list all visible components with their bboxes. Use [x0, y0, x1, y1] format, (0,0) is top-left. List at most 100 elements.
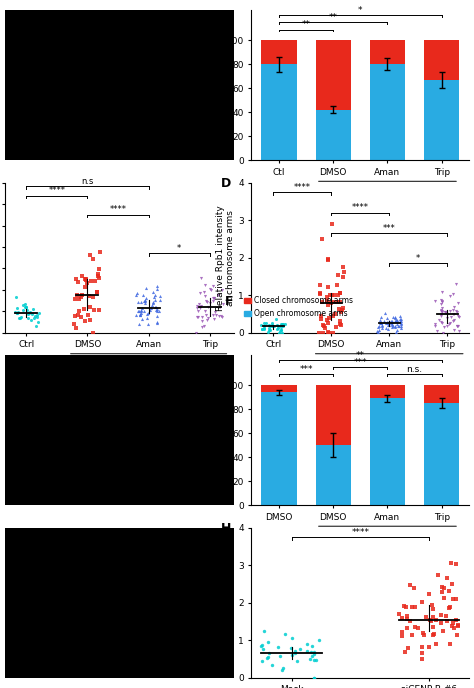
Point: [388, 316, 396, 327]
Point: [21, 301, 29, 312]
Point: [194, 312, 201, 323]
Point: [336, 315, 343, 326]
Point: [215, 310, 223, 321]
Point: [14, 308, 21, 319]
Point: [35, 308, 43, 319]
Point: [321, 322, 329, 333]
Point: [390, 311, 397, 322]
Point: [268, 321, 275, 332]
Point: [96, 246, 103, 257]
Point: [444, 313, 451, 324]
Point: [406, 616, 414, 627]
Point: [13, 302, 21, 313]
Point: [137, 304, 145, 315]
Point: [153, 283, 160, 294]
Text: n.s: n.s: [81, 177, 93, 186]
Point: [402, 601, 410, 612]
Point: [27, 315, 35, 326]
Point: [90, 304, 97, 315]
Point: [323, 314, 331, 325]
Point: [408, 630, 416, 641]
Point: [336, 318, 344, 329]
Point: [434, 570, 442, 581]
Point: [94, 270, 101, 281]
Point: [403, 610, 411, 621]
Point: [89, 291, 96, 302]
Point: [263, 317, 270, 328]
Point: [447, 312, 455, 323]
Point: [91, 276, 99, 287]
Point: [438, 287, 446, 298]
Point: [193, 301, 201, 312]
Point: [214, 290, 221, 301]
Point: [275, 327, 283, 338]
Point: [316, 280, 324, 291]
Point: [132, 289, 140, 300]
Point: [432, 639, 439, 650]
Point: [447, 638, 454, 649]
Point: [438, 587, 446, 598]
Point: [427, 616, 435, 627]
Point: [395, 609, 403, 620]
Point: [337, 288, 344, 299]
Point: [274, 322, 282, 333]
Point: [34, 312, 41, 323]
Point: [202, 295, 210, 306]
Point: [281, 319, 289, 330]
Point: [198, 321, 206, 332]
Point: [137, 310, 144, 321]
Point: [144, 308, 152, 319]
Point: [446, 585, 453, 596]
Point: [429, 611, 437, 622]
Point: [33, 309, 40, 320]
Point: [425, 589, 433, 600]
Point: [391, 311, 399, 322]
Text: ****: ****: [352, 204, 369, 213]
Point: [16, 312, 23, 323]
Point: [398, 321, 405, 332]
Point: [448, 579, 456, 590]
Point: [264, 636, 272, 647]
Point: [440, 321, 448, 332]
Point: [288, 633, 296, 644]
Point: [451, 623, 458, 634]
Point: [193, 327, 201, 338]
Point: [135, 319, 142, 330]
Point: [334, 290, 342, 301]
Point: [137, 309, 144, 320]
Point: [201, 279, 209, 290]
Point: [260, 317, 268, 328]
Point: [319, 319, 327, 330]
Point: [34, 316, 42, 327]
Point: [431, 296, 438, 307]
Point: [89, 253, 96, 264]
Point: [328, 218, 336, 229]
Text: Myc-CENP-B DB #4: Myc-CENP-B DB #4: [347, 192, 428, 201]
Point: [398, 626, 405, 637]
Point: [453, 321, 461, 332]
Bar: [316, 41, 351, 110]
Point: [419, 628, 427, 639]
Point: [441, 306, 449, 317]
Point: [78, 290, 85, 301]
Point: [431, 318, 438, 329]
Point: [419, 641, 426, 652]
Point: [268, 319, 276, 330]
Point: [264, 326, 272, 337]
Point: [265, 647, 273, 658]
Text: ***: ***: [299, 365, 313, 374]
Point: [456, 311, 463, 322]
Text: Myc-CENP-B DB #4: Myc-CENP-B DB #4: [108, 364, 189, 374]
Point: [85, 290, 93, 301]
Point: [340, 266, 347, 277]
Point: [377, 312, 385, 323]
Point: [334, 279, 341, 290]
Point: [410, 582, 418, 593]
Point: [90, 327, 97, 338]
Point: [148, 300, 156, 311]
Text: F: F: [225, 295, 234, 308]
Point: [200, 286, 208, 297]
Point: [143, 309, 150, 320]
Point: [446, 602, 453, 613]
Point: [13, 308, 20, 319]
